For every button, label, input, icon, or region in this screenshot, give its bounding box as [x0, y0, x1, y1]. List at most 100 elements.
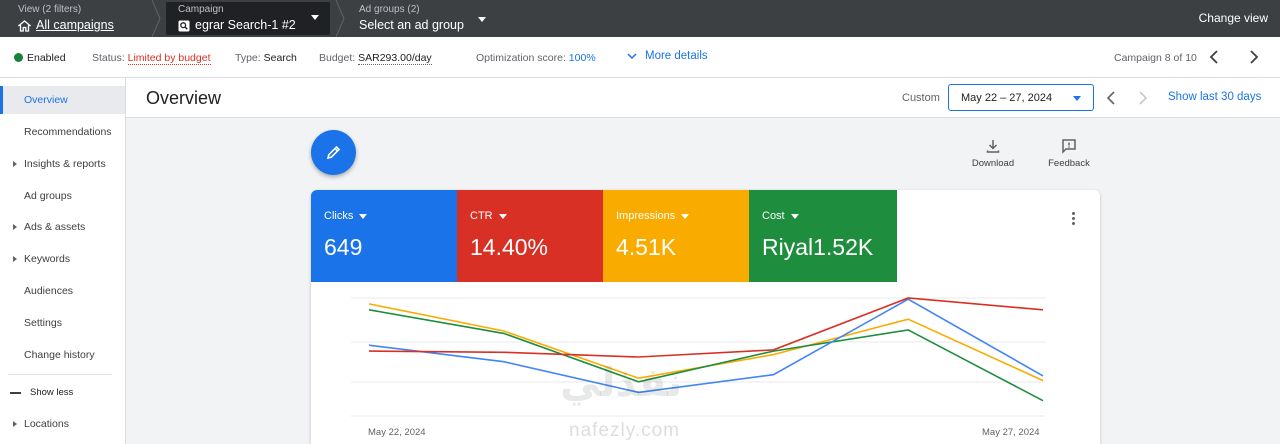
sidebar: Overview Recommendations Insights & repo… — [0, 78, 126, 444]
x-tick-label-end: May 27, 2024 — [982, 427, 1040, 438]
metric-dropdown-icon — [790, 213, 799, 219]
optimization-label: Optimization score: — [476, 52, 566, 64]
watermark-arabic: نفذلي — [560, 360, 683, 406]
metric-label: Impressions — [616, 210, 676, 222]
feedback-button[interactable]: Feedback — [1039, 138, 1099, 169]
home-icon — [18, 19, 31, 32]
campaign-counter: Campaign 8 of 10 — [1114, 52, 1197, 64]
sidebar-item-overview[interactable]: Overview — [0, 86, 125, 114]
overview-header: Overview Custom May 22 – 27, 2024 Show l… — [126, 78, 1280, 118]
breadcrumb-separator-icon — [335, 0, 345, 37]
download-button[interactable]: Download — [963, 138, 1023, 169]
budget-info: Budget: SAR293.00/day — [319, 52, 432, 65]
date-range-value: May 22 – 27, 2024 — [961, 92, 1053, 104]
page-title: Overview — [146, 88, 222, 108]
campaign-name: egrar Search-1 #2 — [195, 18, 296, 32]
ad-group-selector[interactable]: Ad groups (2) Select an ad group — [359, 4, 494, 34]
view-filter-count: View (2 filters) — [18, 4, 82, 15]
metric-tile-impressions[interactable]: Impressions 4.51K — [603, 190, 749, 282]
download-icon — [986, 140, 1000, 153]
sidebar-item-label: Change history — [24, 349, 95, 361]
optimization-value[interactable]: 100% — [568, 52, 596, 64]
sidebar-item-label: Recommendations — [24, 126, 112, 138]
view-name: All campaigns — [36, 18, 114, 32]
custom-range-label: Custom — [902, 92, 940, 104]
metric-dropdown-icon — [498, 213, 507, 219]
breadcrumb-separator-icon — [151, 0, 161, 37]
status-info: Status: Limited by budget — [92, 52, 211, 65]
show-last-30-days-button[interactable]: Show last 30 days — [1168, 91, 1262, 103]
sidebar-item-label: Locations — [24, 418, 69, 430]
sidebar-item-change-history[interactable]: Change history — [0, 341, 125, 369]
chevron-down-icon — [627, 52, 637, 59]
campaign-label: Campaign — [178, 4, 224, 15]
previous-campaign-icon[interactable] — [1207, 49, 1223, 65]
type-info: Type: Search — [235, 52, 297, 64]
campaign-selector[interactable]: Campaign egrar Search-1 #2 — [166, 2, 330, 35]
sidebar-item-audiences[interactable]: Audiences — [0, 277, 125, 305]
budget-value[interactable]: SAR293.00/day — [358, 52, 432, 65]
ad-group-dropdown-icon — [478, 17, 486, 22]
metric-tile-cost[interactable]: Cost Riyal1.52K — [749, 190, 897, 282]
more-details-button[interactable]: More details — [627, 50, 708, 62]
sidebar-item-label: Ad groups — [24, 190, 72, 202]
show-less-button[interactable]: Show less — [0, 379, 125, 407]
metric-label: Clicks — [324, 210, 354, 222]
next-campaign-icon[interactable] — [1245, 49, 1261, 65]
metric-tile-clicks[interactable]: Clicks 649 — [311, 190, 457, 282]
metric-dropdown-icon — [359, 213, 368, 219]
status-value[interactable]: Limited by budget — [127, 52, 211, 65]
expand-arrow-icon — [13, 256, 17, 262]
sidebar-item-label: Insights & reports — [24, 158, 106, 170]
metric-value: 649 — [324, 234, 363, 260]
performance-card: Clicks 649 CTR 14.40% Impressions 4.51K … — [311, 190, 1100, 444]
more-options-icon[interactable] — [1072, 212, 1076, 227]
campaign-dropdown-icon — [311, 15, 319, 20]
metric-value: Riyal1.52K — [762, 234, 874, 260]
performance-line-chart — [351, 297, 1045, 417]
sidebar-item-label: Keywords — [24, 253, 71, 265]
budget-label: Budget: — [319, 52, 356, 64]
date-range-selector[interactable]: May 22 – 27, 2024 — [948, 84, 1094, 111]
status-label: Status: — [92, 52, 125, 64]
edit-button[interactable] — [311, 130, 356, 175]
expand-arrow-icon — [13, 224, 17, 230]
type-value: Search — [263, 52, 297, 64]
change-view-button[interactable]: Change view — [1198, 11, 1268, 25]
pencil-icon — [326, 145, 341, 160]
metric-tile-ctr[interactable]: CTR 14.40% — [457, 190, 603, 282]
sidebar-item-label: Audiences — [24, 285, 74, 297]
x-tick-label-start: May 22, 2024 — [368, 427, 426, 438]
feedback-icon — [1062, 139, 1076, 154]
metric-label: Cost — [762, 210, 785, 222]
sidebar-item-settings[interactable]: Settings — [0, 309, 125, 337]
more-details-label: More details — [645, 50, 708, 62]
series-line-cost — [368, 309, 1044, 402]
type-label: Type: — [235, 52, 261, 64]
optimization-score: Optimization score: 100% — [476, 52, 596, 64]
sidebar-item-ads-assets[interactable]: Ads & assets — [0, 213, 125, 241]
sidebar-divider — [8, 374, 112, 375]
metric-value: 14.40% — [470, 234, 549, 260]
sidebar-item-ad-groups[interactable]: Ad groups — [0, 182, 125, 210]
metric-label: CTR — [470, 210, 493, 222]
date-dropdown-icon — [1073, 96, 1081, 101]
sidebar-item-label: Overview — [24, 94, 68, 106]
expand-arrow-icon — [13, 421, 17, 427]
sidebar-item-locations[interactable]: Locations — [0, 410, 125, 438]
metric-dropdown-icon — [681, 213, 690, 219]
watermark-latin: nafezly.com — [569, 420, 680, 441]
enabled-status[interactable]: Enabled — [14, 52, 66, 64]
sidebar-item-recommendations[interactable]: Recommendations — [0, 118, 125, 146]
ad-groups-count: Ad groups (2) — [359, 4, 420, 15]
campaign-status-bar: Enabled Status: Limited by budget Type: … — [0, 37, 1280, 78]
next-period-icon[interactable] — [1134, 90, 1150, 106]
enabled-label: Enabled — [27, 52, 66, 64]
sidebar-item-insights-reports[interactable]: Insights & reports — [0, 150, 125, 178]
view-selector[interactable]: View (2 filters) All campaigns — [18, 4, 114, 34]
sidebar-item-keywords[interactable]: Keywords — [0, 245, 125, 273]
ad-group-placeholder: Select an ad group — [359, 18, 464, 32]
sidebar-item-label: Settings — [24, 317, 62, 329]
series-line-clicks — [368, 298, 1044, 394]
previous-period-icon[interactable] — [1104, 90, 1120, 106]
